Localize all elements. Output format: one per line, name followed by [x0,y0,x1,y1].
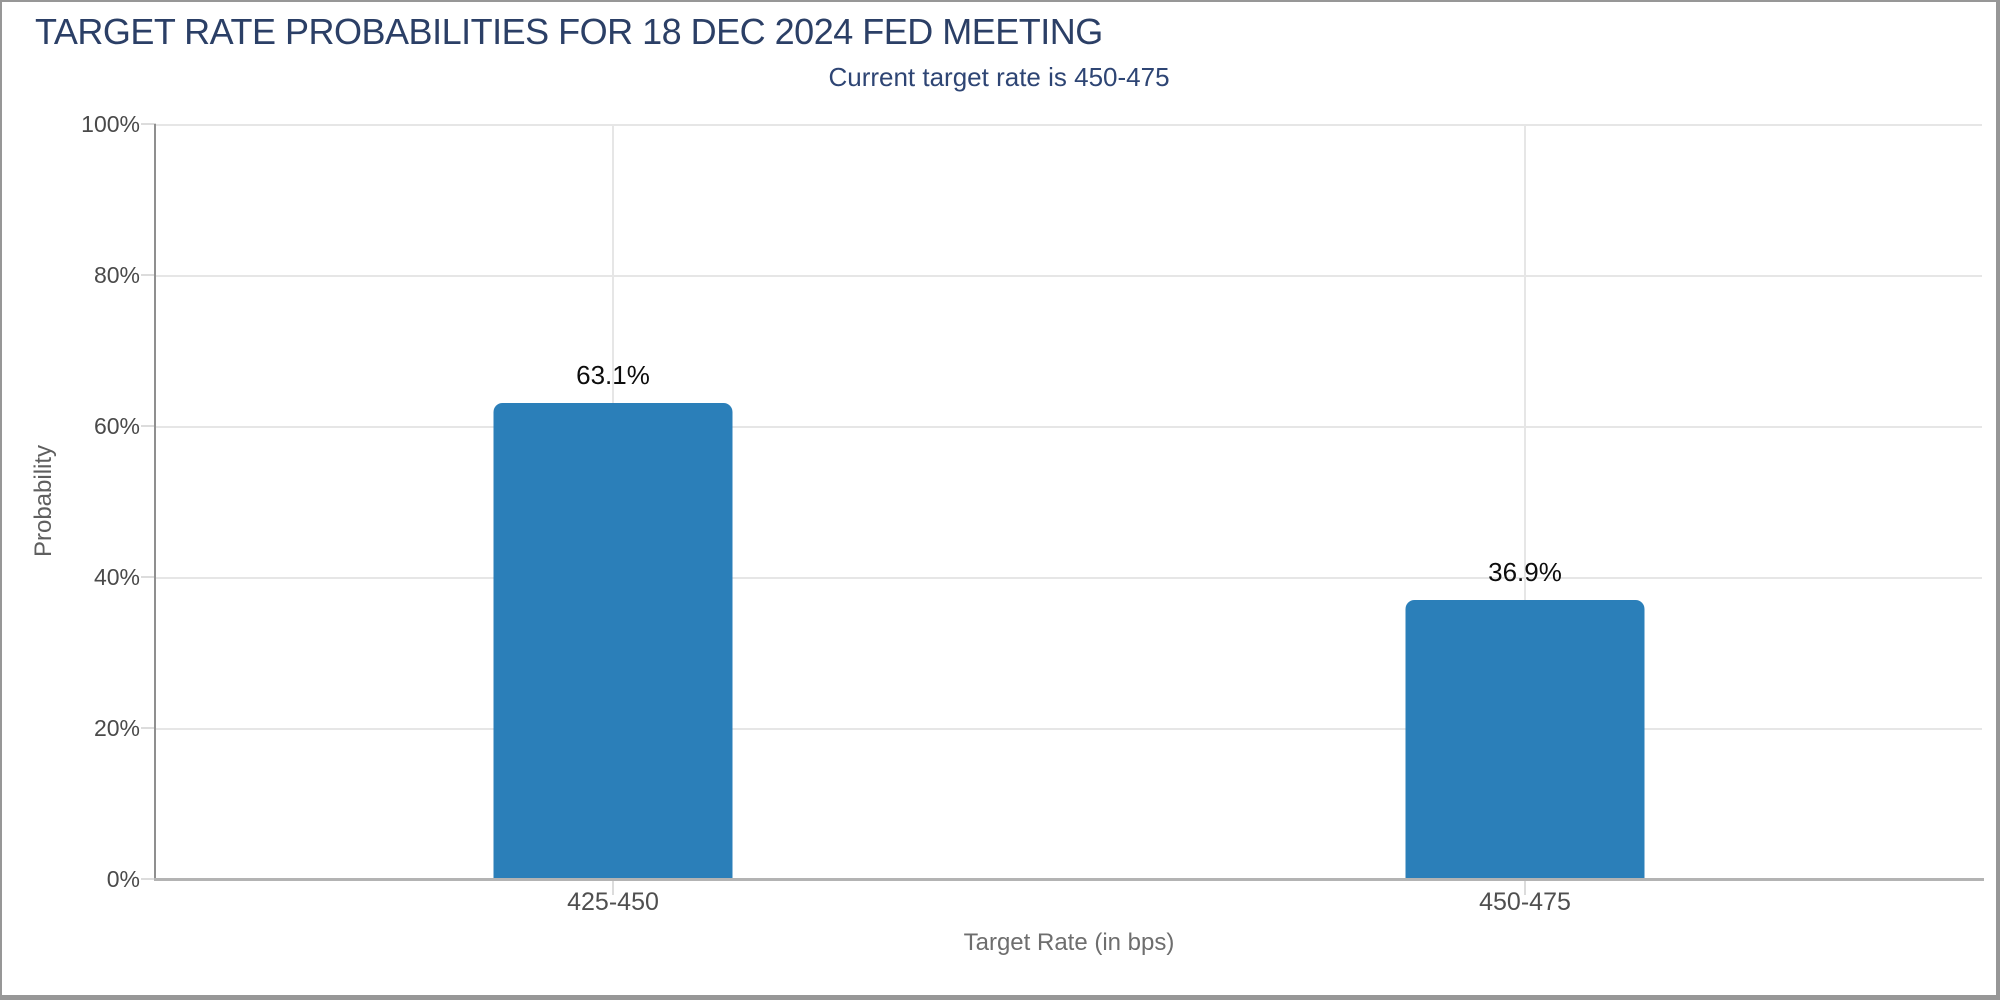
gridline-100pct [156,124,1982,126]
bar-value-label: 63.1% [576,360,650,390]
y-tick-label-20: 20% [93,715,140,741]
chart-title: TARGET RATE PROBABILITIES FOR 18 DEC 202… [35,11,1103,52]
x-tick [612,881,614,895]
y-axis-title: Probability [30,444,57,558]
bar-425-450[interactable] [493,403,733,879]
gridline-category-2 [1524,124,1526,879]
y-tick [141,878,156,880]
y-tick-label-80: 80% [93,262,140,288]
y-tick [141,123,156,125]
x-category-label-450-475: 450-475 [1479,888,1571,916]
x-category-label-425-450: 425-450 [567,888,659,916]
y-tick [141,727,156,729]
x-tick [1524,881,1526,895]
y-tick-label-0: 0% [106,866,140,892]
y-tick [141,425,156,427]
plot-area: 63.1% 36.9% [156,124,1982,879]
gridline-60pct [156,426,1982,428]
y-tick-label-100: 100% [81,111,140,137]
gridline-40pct [156,577,1982,579]
y-tick [141,576,156,578]
bar-value-label: 36.9% [1488,557,1562,587]
x-axis-line [154,878,1984,881]
y-tick-label-60: 60% [93,413,140,439]
bar-450-475[interactable] [1405,600,1645,879]
x-axis-title: Target Rate (in bps) [963,929,1175,956]
y-axis-line [154,124,156,881]
gridline-80pct [156,275,1982,277]
y-tick-label-40: 40% [93,564,140,590]
gridline-20pct [156,728,1982,730]
chart-subtitle: Current target rate is 450-475 [828,62,1170,92]
y-tick [141,274,156,276]
